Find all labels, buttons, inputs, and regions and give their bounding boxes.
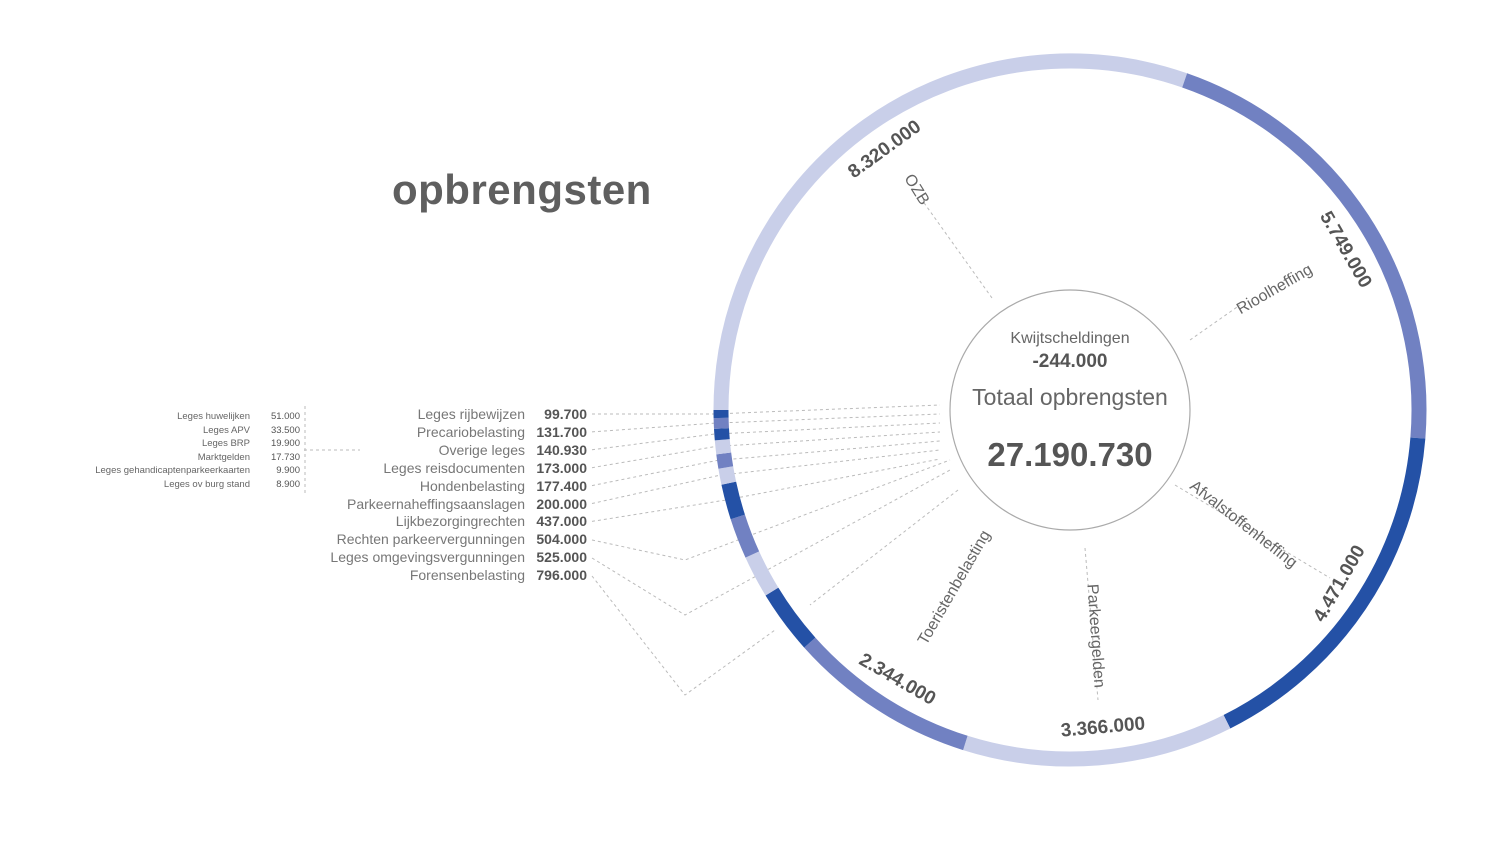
list-item-label: Rechten parkeervergunningen xyxy=(336,531,525,548)
list-item: Parkeernaheffingsaanslagen 200.000 xyxy=(200,495,587,513)
slice-toeristenbelasting xyxy=(804,637,968,751)
slice-overige-leges xyxy=(714,428,730,441)
slice-afvalstoffenheffing xyxy=(1223,437,1426,729)
leader-line xyxy=(591,422,941,451)
overige-leges-item: Marktgelden 17.730 xyxy=(40,451,300,464)
list-item-label: Leges reisdocumenten xyxy=(383,459,525,476)
slice-rioolheffing xyxy=(1182,73,1427,439)
deduction-label: Kwijtscheldingen xyxy=(1010,330,1130,347)
list-item-value: 504.000 xyxy=(536,531,587,548)
overige-leges-item: Leges huwelijken 51.000 xyxy=(40,410,300,423)
chart-title: opbrengsten xyxy=(392,166,652,213)
leader-line xyxy=(591,431,941,469)
overige-leges-item: Leges gehandicaptenparkeerkaarten 9.900 xyxy=(40,464,300,477)
slice-ozb xyxy=(713,53,1188,411)
total-label: Totaal opbrengsten xyxy=(972,384,1168,410)
overige-leges-item: Leges BRP 19.900 xyxy=(40,437,300,450)
overige-leges-label: Leges gehandicaptenparkeerkaarten xyxy=(95,465,250,477)
slice-leges-omgevingsvergunningen xyxy=(745,551,779,596)
slice-rechten-parkeervergunningen xyxy=(730,514,760,558)
list-item-label: Precariobelasting xyxy=(416,423,525,440)
overige-leges-item: Leges ov burg stand 8.900 xyxy=(40,478,300,491)
overige-leges-label: Leges BRP xyxy=(201,438,250,450)
leader-line xyxy=(591,413,941,433)
slice-lijkbezorgingrechten xyxy=(721,481,745,520)
list-item: Forensenbelasting 796.000 xyxy=(200,566,587,584)
leader-line xyxy=(591,449,941,504)
overige-leges-value: 9.900 xyxy=(276,465,300,477)
list-item-label: Leges rijbewijzen xyxy=(417,406,525,422)
overige-leges-value: 19.900 xyxy=(270,438,300,450)
overige-leges-value: 8.900 xyxy=(276,479,300,490)
overige-leges-label: Leges huwelijken xyxy=(177,411,250,422)
list-item-value: 200.000 xyxy=(536,495,587,512)
list-item-label: Overige leges xyxy=(438,441,525,458)
list-item-value: 525.000 xyxy=(536,549,587,566)
list-item: Leges reisdocumenten 173.000 xyxy=(200,459,587,477)
list-item: Lijkbezorgingrechten 437.000 xyxy=(200,512,587,530)
list-item-value: 131.700 xyxy=(536,423,587,440)
center-summary: Kwijtscheldingen -244.000 Totaal opbreng… xyxy=(950,290,1190,530)
list-item: Leges rijbewijzen 99.700 xyxy=(200,405,587,423)
overige-leges-value: 51.000 xyxy=(270,411,300,422)
list-item-value: 437.000 xyxy=(536,513,587,530)
overige-leges-label: Leges ov burg stand xyxy=(163,479,250,490)
list-item: Precariobelasting 131.700 xyxy=(200,423,587,441)
leader-line xyxy=(591,458,941,522)
list-item: Overige leges 140.930 xyxy=(200,441,587,459)
leader-line xyxy=(591,404,941,415)
list-item-label: Parkeernaheffingsaanslagen xyxy=(347,495,525,512)
overige-leges-label: Marktgelden xyxy=(197,451,250,463)
list-item-value: 177.400 xyxy=(536,477,587,494)
slice-forensenbelasting xyxy=(765,587,816,648)
overige-leges-value: 17.730 xyxy=(270,451,300,463)
slice-hondenbelasting xyxy=(716,452,734,469)
leader-lines xyxy=(304,199,1331,701)
list-item-value: 796.000 xyxy=(536,567,587,584)
slice-parkeernaheffingsaanslagen xyxy=(718,466,737,485)
slice-leges-reisdocumenten xyxy=(714,439,732,455)
list-item: Hondenbelasting 177.400 xyxy=(200,477,587,495)
overige-leges-item: Leges APV 33.500 xyxy=(40,424,300,437)
overige-leges-label: Leges APV xyxy=(202,424,250,436)
total-value: 27.190.730 xyxy=(987,436,1153,473)
overige-leges-value: 33.500 xyxy=(270,424,300,436)
list-item-label: Leges omgevingsvergunningen xyxy=(330,549,525,566)
deduction-value: -244.000 xyxy=(1032,351,1108,372)
list-item-label: Lijkbezorgingrechten xyxy=(395,513,525,530)
list-item-value: 140.930 xyxy=(536,441,587,458)
list-item-value: 173.000 xyxy=(536,459,587,476)
list-item-label: Hondenbelasting xyxy=(419,477,525,494)
list-item-value: 99.700 xyxy=(544,406,587,422)
list-item: Leges omgevingsvergunningen 525.000 xyxy=(200,548,587,566)
leader-line xyxy=(591,440,941,487)
list-item: Rechten parkeervergunningen 504.000 xyxy=(200,530,587,548)
center-circle xyxy=(949,289,1191,531)
slice-parkeergelden xyxy=(963,715,1231,767)
list-item-label: Forensenbelasting xyxy=(409,567,525,584)
